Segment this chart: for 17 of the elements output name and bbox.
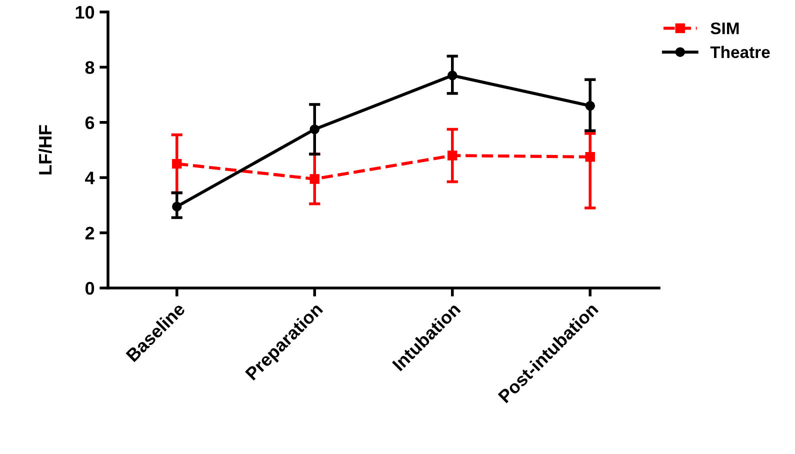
- y-tick-label: 2: [85, 226, 94, 240]
- point: [310, 174, 320, 184]
- point: [172, 158, 182, 169]
- y-tick-label: 0: [85, 282, 94, 295]
- legend-label: Theatre: [710, 46, 770, 58]
- y-axis-title: LF/HF: [38, 125, 52, 174]
- y-tick-label: 10: [76, 6, 94, 19]
- y-tick-label: 8: [85, 61, 94, 74]
- point: [448, 70, 458, 80]
- point: [585, 100, 595, 111]
- point: [585, 152, 595, 162]
- legend-label: SIM: [710, 22, 739, 34]
- point: [310, 124, 320, 134]
- y-tick-label: 4: [85, 172, 95, 184]
- y-tick-label: 6: [85, 116, 94, 130]
- point: [448, 150, 458, 160]
- point: [172, 202, 182, 212]
